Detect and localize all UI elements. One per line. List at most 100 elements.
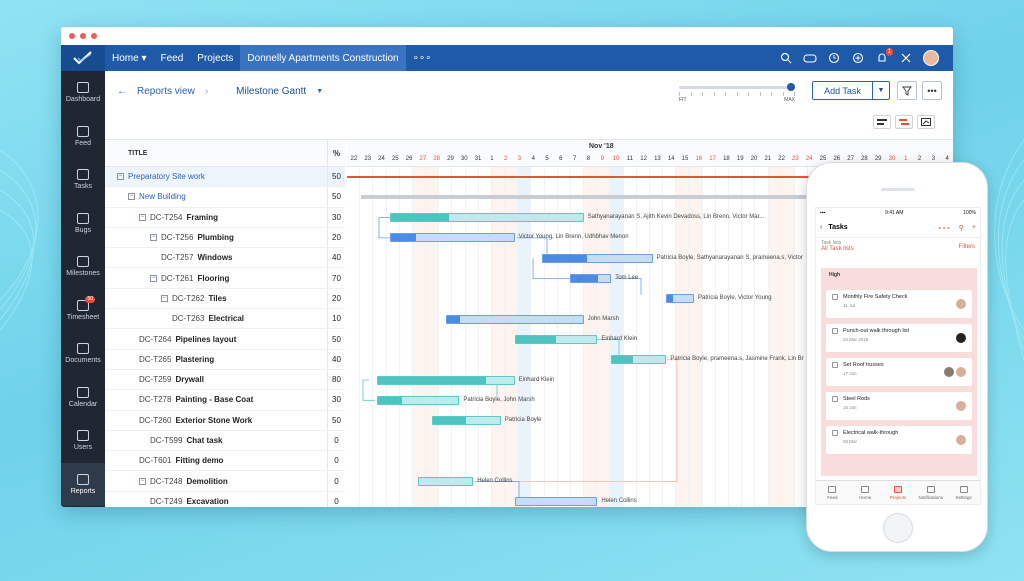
nav-home[interactable]: Home ▾ xyxy=(112,52,147,64)
collapse-toggle-icon[interactable]: − xyxy=(150,234,157,242)
sidebar-item-bugs[interactable]: Bugs xyxy=(61,202,105,246)
table-row[interactable]: − DC-T254 Framing 30 xyxy=(105,207,345,228)
task-list-value[interactable]: All Task lists xyxy=(821,246,854,252)
mobile-task-card[interactable]: Punch-out walk through list 23 Mar 2018 xyxy=(826,324,972,352)
maximize-window-dot[interactable] xyxy=(91,33,97,39)
task-name[interactable]: Preparatory Site work xyxy=(128,172,205,182)
add-icon[interactable] xyxy=(851,51,865,65)
table-row[interactable]: DC-T599 Chat task 0 xyxy=(105,430,345,452)
collapse-toggle-icon[interactable]: − xyxy=(150,274,157,282)
gamepad-icon[interactable] xyxy=(803,51,817,65)
table-row[interactable]: DC-T264 Pipelines layout 50 xyxy=(105,329,345,350)
back-arrow-icon[interactable]: ← xyxy=(117,86,127,97)
reports-view-link[interactable]: Reports view xyxy=(137,86,195,97)
task-name[interactable]: Drywall xyxy=(175,375,204,385)
add-task-button[interactable]: Add Task ▼ xyxy=(812,81,890,100)
back-icon[interactable]: ‹ xyxy=(820,224,823,231)
collapse-toggle-icon[interactable]: − xyxy=(117,173,124,181)
task-checkbox[interactable] xyxy=(832,396,838,402)
sidebar-item-dashboard[interactable]: Dashboard xyxy=(61,71,105,115)
gantt-task-bar[interactable] xyxy=(514,497,598,507)
table-row[interactable]: − DC-T262 Tiles 20 xyxy=(105,288,345,310)
app-logo-icon[interactable] xyxy=(61,45,105,71)
task-checkbox[interactable] xyxy=(832,294,838,300)
search-icon[interactable] xyxy=(779,51,793,65)
task-checkbox[interactable] xyxy=(832,362,838,368)
task-checkbox[interactable] xyxy=(832,430,838,436)
table-row[interactable]: DC-T260 Exterior Stone Work 50 xyxy=(105,410,345,431)
mobile-task-card[interactable]: Set Roof trusses 17 Jan xyxy=(826,358,972,386)
close-window-dot[interactable] xyxy=(69,33,75,39)
table-row[interactable]: − Preparatory Site work 50 xyxy=(105,167,345,188)
summary-bar-site-work[interactable] xyxy=(347,176,817,179)
zoom-slider-knob[interactable] xyxy=(787,83,795,91)
gantt-task-bar[interactable] xyxy=(569,274,612,283)
mobile-task-card[interactable]: Steel Rods 16 Jan xyxy=(826,392,972,420)
task-name[interactable]: Framing xyxy=(186,212,219,222)
mobile-add-icon[interactable]: + xyxy=(971,223,976,231)
gantt-task-bar[interactable] xyxy=(418,477,474,486)
filters-button[interactable]: Filters xyxy=(958,244,975,250)
user-avatar[interactable] xyxy=(923,50,939,66)
mobile-tab-home[interactable]: Home xyxy=(849,481,882,504)
collapse-toggle-icon[interactable]: − xyxy=(128,193,135,201)
mobile-more-icon[interactable]: ∘∘∘ xyxy=(937,224,951,232)
task-name[interactable]: Fitting demo xyxy=(175,456,224,466)
mobile-task-card[interactable]: Electrical walk-through 05 Mar xyxy=(826,426,972,454)
task-list-selector[interactable]: Task lists All Task lists Filters xyxy=(816,238,980,260)
table-row[interactable]: DC-T257 Windows 40 xyxy=(105,248,345,269)
table-row[interactable]: DC-T265 Plastering 40 xyxy=(105,349,345,370)
sidebar-item-documents[interactable]: Documents xyxy=(61,332,105,376)
table-row[interactable]: DC-T259 Drywall 80 xyxy=(105,369,345,391)
sidebar-item-users[interactable]: Users xyxy=(61,419,105,463)
zoom-slider[interactable]: FIT MAX xyxy=(679,83,795,103)
more-options-icon[interactable]: ••• xyxy=(922,81,942,100)
tools-icon[interactable] xyxy=(899,51,913,65)
sidebar-item-timesheet[interactable]: 50 Timesheet xyxy=(61,289,105,333)
filter-icon[interactable] xyxy=(897,81,917,100)
task-name[interactable]: Tiles xyxy=(208,293,227,303)
task-name[interactable]: Plastering xyxy=(175,354,215,364)
bell-icon[interactable]: 1 xyxy=(875,48,893,65)
task-name[interactable]: Excavation xyxy=(186,496,229,506)
minimize-window-dot[interactable] xyxy=(80,33,86,39)
mobile-tab-notifications[interactable]: Notifications xyxy=(914,481,947,504)
table-row[interactable]: DC-T278 Painting - Base Coat 30 xyxy=(105,390,345,411)
gantt-task-bar[interactable] xyxy=(445,314,584,324)
baseline-view-icon[interactable] xyxy=(917,115,935,129)
nav-active-project[interactable]: Donnelly Apartments Construction xyxy=(240,45,406,71)
nav-projects[interactable]: Projects xyxy=(197,52,234,64)
gantt-task-bar[interactable] xyxy=(390,233,515,243)
mobile-search-icon[interactable]: ⚲ xyxy=(958,224,964,232)
table-row[interactable]: DC-T249 Excavation 0 xyxy=(105,491,345,507)
task-name[interactable]: Plumbing xyxy=(197,233,234,243)
gantt-task-bar[interactable] xyxy=(390,213,584,223)
sidebar-item-feed[interactable]: Feed xyxy=(61,115,105,159)
task-name[interactable]: Flooring xyxy=(197,273,230,283)
mobile-tab-settings[interactable]: Settings xyxy=(947,481,980,504)
table-row[interactable]: − New Building 50 xyxy=(105,187,345,208)
add-task-dropdown-icon[interactable]: ▼ xyxy=(872,82,889,99)
gantt-task-bar[interactable] xyxy=(542,253,653,263)
bar-view-icon[interactable] xyxy=(873,115,891,129)
summary-bar-new-building[interactable] xyxy=(360,195,830,200)
view-selector[interactable]: Milestone Gantt xyxy=(236,86,307,97)
task-name[interactable]: Windows xyxy=(197,253,233,263)
sidebar-item-milestones[interactable]: Milestones xyxy=(61,245,105,289)
home-button[interactable] xyxy=(883,513,913,543)
mobile-task-card[interactable]: Monthly Fire Safety Check 31 Jul xyxy=(826,290,972,318)
table-row[interactable]: DC-T263 Electrical 10 xyxy=(105,309,345,330)
collapse-toggle-icon[interactable]: − xyxy=(139,213,146,221)
critical-path-icon[interactable] xyxy=(895,115,913,129)
table-row[interactable]: − DC-T261 Flooring 70 xyxy=(105,268,345,289)
collapse-toggle-icon[interactable]: − xyxy=(161,294,168,302)
gantt-task-bar[interactable] xyxy=(666,294,694,304)
gantt-task-bar[interactable] xyxy=(431,416,501,426)
table-row[interactable]: − DC-T256 Plumbing 20 xyxy=(105,227,345,249)
sidebar-item-reports[interactable]: Reports xyxy=(61,462,105,506)
task-name[interactable]: Electrical xyxy=(208,314,245,324)
collapse-toggle-icon[interactable]: − xyxy=(139,477,146,485)
timer-icon[interactable] xyxy=(827,51,841,65)
task-name[interactable]: Exterior Stone Work xyxy=(175,415,253,425)
mobile-tab-feed[interactable]: Feed xyxy=(816,481,849,504)
